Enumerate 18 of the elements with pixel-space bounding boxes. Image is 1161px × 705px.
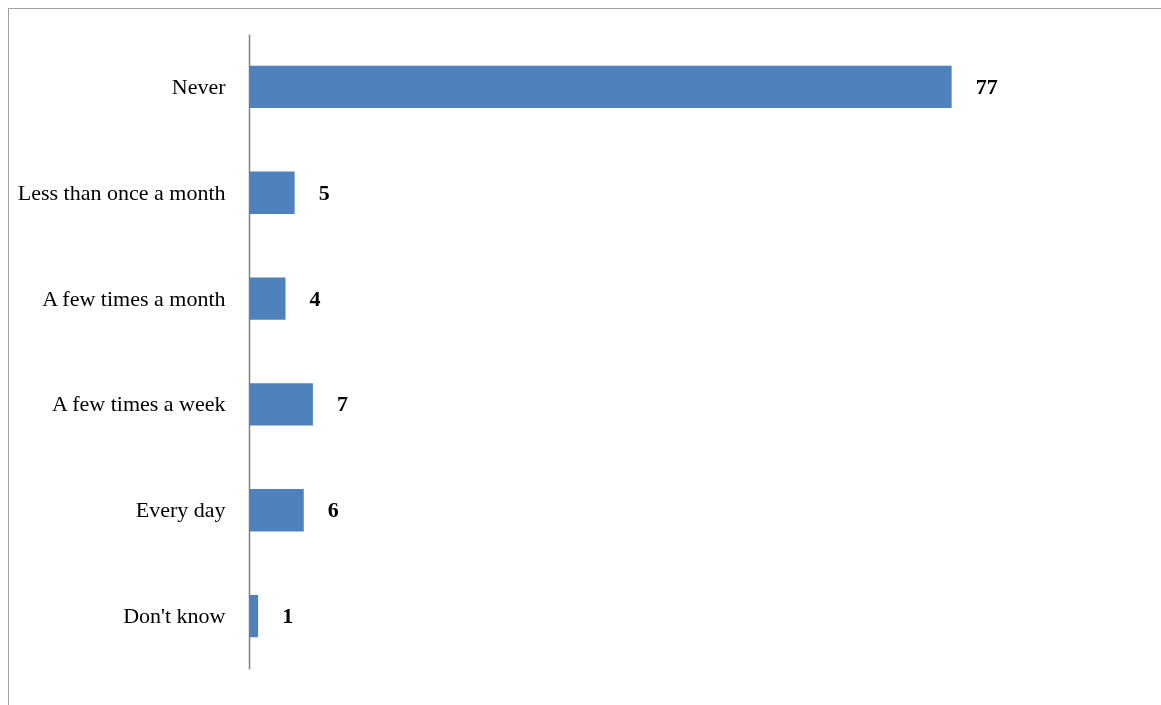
y-tick-label: Every day <box>135 497 226 523</box>
y-tick-label: Don't know <box>123 603 226 629</box>
y-tick-label: A few times a week <box>52 391 226 417</box>
y-tick-label: A few times a month <box>42 285 226 311</box>
y-tick-label: Less than once a month <box>17 179 226 205</box>
data-label: 5 <box>318 179 330 205</box>
bar <box>249 171 295 214</box>
y-tick-label: Never <box>171 73 227 99</box>
bar <box>249 277 286 320</box>
bar <box>249 383 313 426</box>
bar <box>249 594 259 638</box>
data-label: 1 <box>282 603 294 629</box>
bar <box>249 65 952 109</box>
data-label: 7 <box>336 391 348 417</box>
data-label: 77 <box>975 73 998 99</box>
data-label: 6 <box>327 497 339 523</box>
bar <box>249 489 304 532</box>
data-label: 4 <box>309 285 321 311</box>
